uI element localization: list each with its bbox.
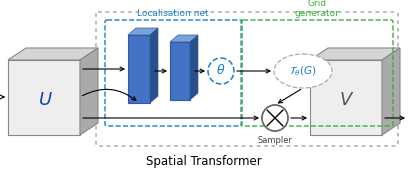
Text: V: V	[340, 91, 352, 109]
Bar	[170, 42, 190, 100]
Text: θ: θ	[217, 64, 225, 78]
Polygon shape	[170, 35, 198, 42]
Circle shape	[208, 58, 234, 84]
Text: Sampler: Sampler	[257, 136, 293, 145]
Polygon shape	[80, 48, 98, 135]
Polygon shape	[8, 48, 98, 60]
Polygon shape	[382, 48, 400, 135]
Circle shape	[262, 105, 288, 131]
Text: Localisation net: Localisation net	[137, 9, 209, 18]
Text: U: U	[40, 91, 53, 109]
Polygon shape	[150, 28, 158, 103]
Polygon shape	[8, 60, 80, 135]
Polygon shape	[128, 28, 158, 35]
Ellipse shape	[274, 54, 332, 88]
Text: Spatial Transformer: Spatial Transformer	[146, 155, 262, 169]
Polygon shape	[310, 60, 382, 135]
Bar	[128, 35, 150, 103]
Text: $\mathcal{T}_\theta(G)$: $\mathcal{T}_\theta(G)$	[289, 64, 317, 78]
Text: Grid
generator: Grid generator	[295, 0, 339, 18]
Polygon shape	[190, 35, 198, 100]
Polygon shape	[310, 48, 400, 60]
